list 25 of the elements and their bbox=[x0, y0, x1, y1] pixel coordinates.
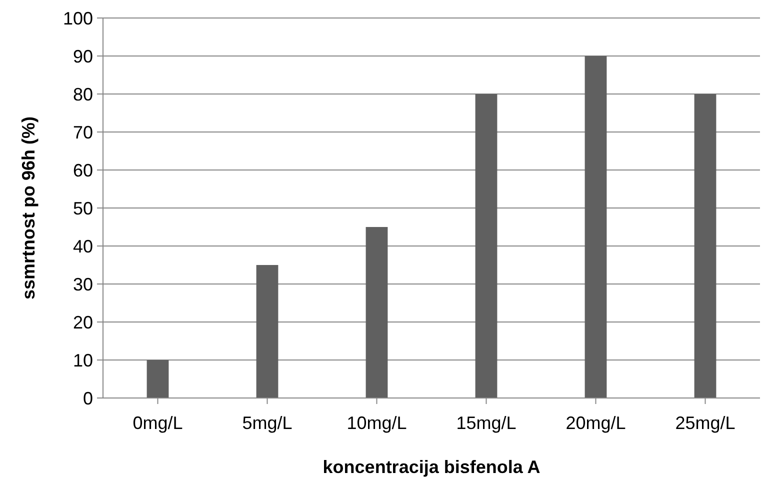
bar bbox=[146, 360, 169, 398]
x-tick-label: 15mg/L bbox=[456, 412, 516, 433]
bar bbox=[475, 94, 498, 398]
y-tick-label: 30 bbox=[72, 274, 93, 294]
y-tick-label: 100 bbox=[62, 8, 93, 28]
y-tick-label: 0 bbox=[82, 388, 93, 408]
y-tick-label: 70 bbox=[72, 122, 93, 142]
y-tick-label: 50 bbox=[72, 198, 93, 218]
y-axis-title: ssmrtnost po 96h (%) bbox=[18, 116, 38, 300]
x-axis-title: koncentracija bisfenola A bbox=[322, 457, 540, 477]
x-tick-label: 20mg/L bbox=[566, 412, 626, 433]
y-tick-label: 20 bbox=[72, 312, 93, 332]
bar bbox=[256, 265, 278, 398]
y-tick-label: 90 bbox=[72, 46, 93, 66]
bar bbox=[694, 94, 716, 398]
y-tick-label: 10 bbox=[72, 350, 93, 370]
x-tick-label: 5mg/L bbox=[242, 412, 292, 433]
y-tick-label: 40 bbox=[72, 236, 93, 256]
y-tick-label: 60 bbox=[72, 160, 93, 180]
x-tick-label: 0mg/L bbox=[132, 412, 183, 433]
x-tick-label: 25mg/L bbox=[675, 412, 736, 433]
bar bbox=[366, 227, 388, 398]
y-tick-label: 80 bbox=[72, 84, 93, 104]
x-tick-label: 10mg/L bbox=[346, 412, 407, 433]
bar bbox=[584, 56, 607, 398]
